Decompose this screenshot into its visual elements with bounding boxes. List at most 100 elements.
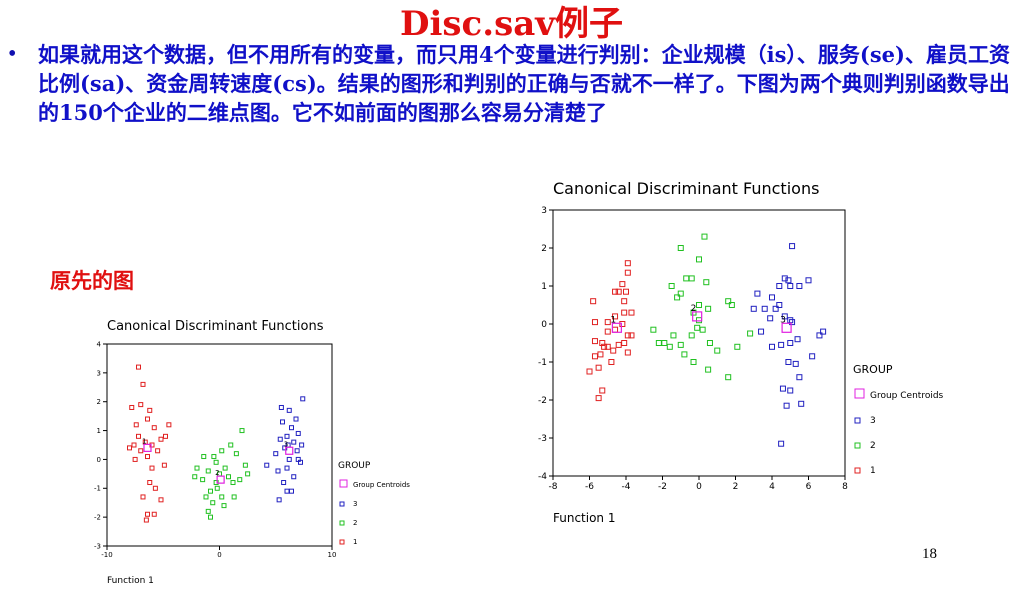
data-point-group-3 [776, 302, 783, 308]
data-point-group-1 [158, 497, 164, 503]
data-point-group-2 [219, 494, 225, 500]
data-point-group-2 [677, 290, 684, 297]
data-point-group-2 [192, 474, 198, 480]
legend-entry: 2 [353, 519, 357, 527]
data-point-group-1 [604, 343, 611, 350]
data-point-group-3 [289, 488, 294, 494]
data-point-group-3 [781, 275, 788, 282]
data-point-group-1 [152, 485, 158, 491]
data-point-group-2 [703, 279, 710, 286]
data-point-group-2 [208, 514, 213, 520]
data-point-group-3 [769, 294, 775, 301]
data-point-group-2 [694, 324, 701, 331]
data-point-group-2 [226, 474, 231, 480]
y-tick-label: -4 [538, 472, 547, 482]
data-point-group-2 [213, 480, 219, 486]
data-point-group-2 [728, 302, 735, 308]
data-point-group-1 [621, 298, 628, 305]
data-point-group-3 [275, 468, 281, 474]
data-point-group-3 [785, 359, 792, 365]
data-point-group-2 [214, 485, 220, 491]
data-point-group-2 [230, 480, 236, 486]
data-point-group-2 [237, 477, 243, 483]
centroid-label: 2 [691, 304, 697, 314]
legend-swatch [854, 417, 861, 424]
legend-entry: 3 [870, 416, 876, 426]
data-point-group-3 [787, 340, 794, 346]
data-point-group-3 [783, 402, 790, 409]
data-point-group-3 [785, 277, 792, 284]
data-point-group-2 [200, 477, 206, 483]
data-point-group-3 [779, 385, 786, 392]
data-point-group-3 [794, 336, 801, 343]
legend-entry: 2 [870, 441, 876, 451]
data-point-group-1 [136, 364, 141, 370]
data-point-group-3 [754, 290, 761, 297]
y-tick-label: 0 [541, 320, 547, 330]
data-point-group-3 [787, 283, 794, 289]
page-number: 18 [922, 546, 937, 562]
group-centroid [611, 322, 622, 333]
legend-title: GROUP [853, 363, 893, 376]
data-point-group-3 [787, 317, 794, 324]
y-tick-label: 0 [97, 456, 101, 464]
data-point-group-1 [591, 338, 598, 345]
data-point-group-2 [221, 503, 227, 509]
centroid-label: 3 [284, 440, 288, 448]
data-point-group-3 [276, 497, 282, 503]
group-centroid [216, 475, 225, 484]
data-point-group-1 [604, 328, 611, 335]
data-point-group-3 [816, 332, 823, 339]
data-point-group-1 [151, 425, 157, 431]
data-point-group-3 [284, 465, 290, 471]
data-point-group-1 [163, 433, 168, 439]
group-centroid [285, 446, 294, 455]
data-point-group-2 [725, 298, 732, 305]
data-point-group-3 [787, 387, 794, 394]
data-point-group-2 [242, 462, 248, 468]
data-point-group-3 [295, 430, 301, 436]
chart-title: Canonical Discriminant Functions [107, 319, 324, 334]
data-point-group-2 [194, 465, 200, 471]
x-tick-label: -6 [585, 482, 594, 492]
legend-swatch [339, 479, 348, 488]
centroid-label: 1 [610, 315, 616, 325]
data-point-group-2 [688, 332, 695, 339]
data-point-group-2 [655, 340, 662, 346]
data-point-group-3 [805, 277, 812, 284]
data-point-group-1 [140, 381, 146, 387]
data-point-group-1 [595, 364, 602, 371]
legend-entry: Group Centroids [353, 481, 410, 489]
legend-entry: 3 [353, 500, 357, 508]
data-point-group-1 [599, 340, 606, 346]
data-point-group-2 [208, 488, 213, 494]
data-point-group-1 [590, 298, 597, 305]
data-point-group-3 [789, 319, 796, 326]
data-point-group-2 [714, 347, 721, 354]
data-point-group-1 [624, 269, 631, 276]
data-point-group-3 [277, 436, 283, 442]
data-point-group-3 [285, 442, 291, 448]
plot-frame [552, 209, 846, 477]
data-point-group-1 [586, 368, 593, 375]
bullet-text: 如果就用这个数据，但不用所有的变量，而只用4个变量进行判别：企业规模（is）、服… [38, 42, 1010, 125]
data-point-group-2 [228, 442, 234, 448]
y-tick-label: 1 [541, 282, 547, 292]
slide-title: Disc.sav例子 [399, 4, 623, 44]
data-point-group-1 [129, 404, 135, 410]
data-point-group-1 [149, 442, 155, 448]
x-tick-label: 6 [806, 482, 812, 492]
y-tick-label: 1 [97, 427, 101, 435]
data-point-group-1 [138, 402, 144, 408]
group-centroid [781, 322, 792, 333]
data-point-group-1 [161, 462, 167, 468]
data-point-group-2 [203, 494, 209, 500]
data-point-group-1 [610, 347, 617, 354]
plot-frame [106, 343, 333, 547]
data-point-group-2 [201, 454, 207, 460]
data-point-group-3 [284, 433, 290, 439]
data-point-group-2 [725, 374, 732, 381]
data-point-group-3 [294, 448, 300, 454]
data-point-group-1 [608, 359, 615, 365]
data-point-group-3 [278, 404, 284, 410]
